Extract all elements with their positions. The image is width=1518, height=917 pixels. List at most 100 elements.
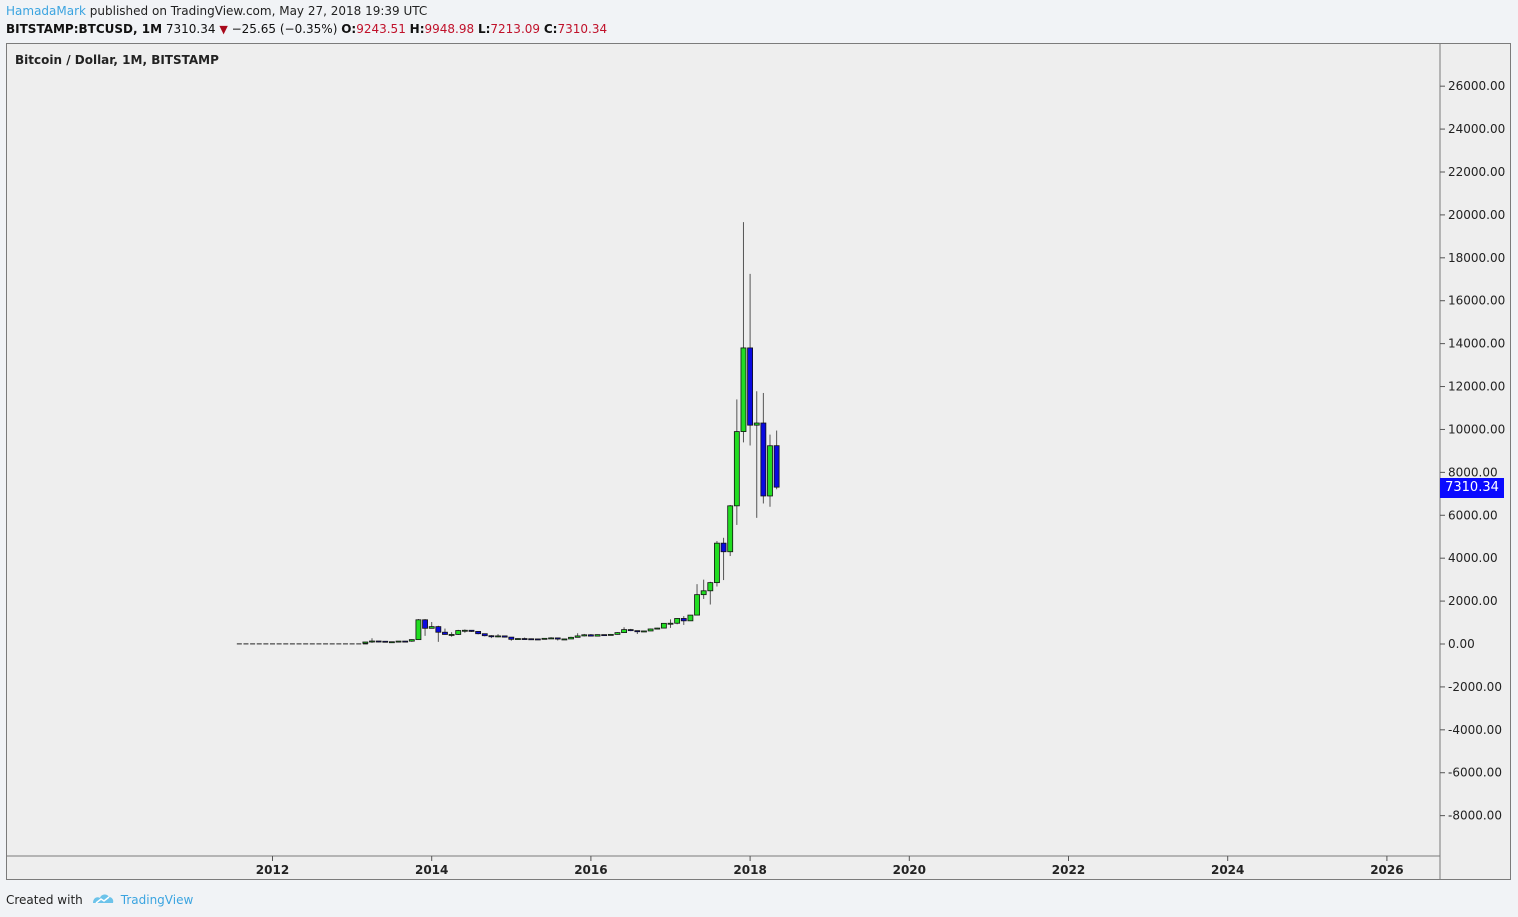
candle-body [369, 640, 375, 643]
tradingview-logo-icon[interactable] [91, 891, 115, 908]
candle-body [680, 618, 687, 622]
chart-frame[interactable]: 26000.00 24000.00 22000.00 20000.00 18000.00… [6, 43, 1511, 880]
candle-body [428, 626, 435, 629]
candle-body [647, 628, 654, 632]
candle-body [541, 637, 548, 640]
candle-series [236, 222, 780, 645]
low-value: 7213.09 [490, 22, 541, 36]
candle-body [528, 638, 535, 641]
candle-body [641, 630, 647, 633]
candle-body [634, 630, 641, 633]
candle-body [362, 641, 369, 644]
candle-body [481, 633, 488, 637]
time-axis[interactable]: 2012 2014 2016 2018 2020 2022 2024 2026 [256, 856, 1404, 877]
high-label: H: [409, 22, 425, 36]
price-axis-label: 16000.00 [1448, 294, 1505, 308]
candle-body [667, 622, 674, 625]
candle-body [461, 629, 468, 632]
candle-body [733, 431, 740, 507]
time-axis-label: 2016 [574, 863, 607, 877]
candle-body [415, 619, 422, 641]
candle-body [727, 505, 734, 553]
candle-body [495, 635, 501, 638]
open-label: O: [341, 22, 357, 36]
price-axis-label: -8000.00 [1448, 809, 1502, 823]
down-arrow-icon: ▼ [219, 23, 228, 36]
author-link[interactable]: HamadaMark [6, 4, 86, 18]
candle-body [501, 635, 508, 638]
price-axis-label: 0.00 [1448, 637, 1475, 651]
price-axis-label: 20000.00 [1448, 208, 1505, 222]
candle-body [435, 626, 442, 633]
candle-body [455, 630, 462, 635]
price-axis-label: -4000.00 [1448, 723, 1502, 737]
candle-body [773, 445, 780, 488]
ohlc-info-line: BITSTAMP:BTCUSD, 1M 7310.34 ▼ −25.65 (−0… [6, 22, 607, 36]
footer: Created with TradingView [6, 891, 193, 908]
candle-body [561, 638, 568, 641]
candle-body [548, 637, 554, 640]
candle-body [720, 542, 727, 553]
candle-body [395, 640, 402, 643]
last-price-tag: 7310.34 [1440, 478, 1504, 498]
candle-body [388, 641, 395, 644]
candle-body [402, 640, 409, 643]
candle-body [534, 638, 541, 641]
price-axis-label: -6000.00 [1448, 766, 1502, 780]
candle-body [740, 347, 747, 432]
time-axis-label: 2026 [1370, 863, 1403, 877]
candle-body [621, 629, 627, 634]
candle-body [588, 634, 594, 637]
candle-body [382, 640, 389, 643]
candle-body [375, 640, 382, 643]
candle-body [767, 445, 773, 497]
candle-body [747, 347, 753, 426]
candle-body [515, 638, 521, 640]
price-axis[interactable]: 26000.00 24000.00 22000.00 20000.00 18000.00… [1440, 79, 1505, 823]
candle-body [687, 614, 694, 622]
price-axis-label: 4000.00 [1448, 551, 1498, 565]
candle-body [714, 542, 720, 584]
price-axis-label: 22000.00 [1448, 165, 1505, 179]
price-axis-label: -2000.00 [1448, 680, 1502, 694]
tradingview-brand-link[interactable]: TradingView [120, 892, 194, 907]
candle-body [700, 590, 707, 596]
price-axis-label: 8000.00 [1448, 465, 1498, 479]
chart-canvas[interactable]: 26000.00 24000.00 22000.00 20000.00 18000.00… [7, 44, 1510, 879]
created-with-label: Created with [6, 892, 83, 907]
close-value: 7310.34 [557, 22, 608, 36]
open-value: 9243.51 [356, 22, 406, 36]
candle-body [753, 422, 760, 426]
candle-body [607, 633, 614, 636]
last-price: 7310.34 [165, 22, 216, 36]
price-axis-label: 10000.00 [1448, 422, 1505, 436]
candle-body [475, 631, 482, 635]
time-axis-label: 2020 [893, 863, 926, 877]
candle-body [760, 422, 767, 497]
close-label: C: [543, 22, 558, 36]
candle-body [574, 635, 581, 638]
candle-body [581, 634, 588, 637]
candle-body [408, 639, 415, 642]
candle-body [488, 635, 495, 638]
time-axis-label: 2018 [733, 863, 766, 877]
price-axis-label: 2000.00 [1448, 594, 1498, 608]
candle-body [521, 638, 528, 640]
candle-body [627, 629, 634, 632]
time-axis-label: 2014 [415, 863, 448, 877]
candle-body [594, 634, 601, 637]
symbol-label: BITSTAMP:BTCUSD, 1M [6, 22, 163, 36]
price-axis-label: 26000.00 [1448, 79, 1505, 93]
publish-line: HamadaMark published on TradingView.com,… [6, 4, 427, 18]
candle-body [654, 627, 661, 630]
price-axis-label: 12000.00 [1448, 380, 1505, 394]
candle-body [554, 637, 561, 640]
time-axis-label: 2012 [256, 863, 289, 877]
candle-body [508, 636, 515, 640]
candle-body [448, 634, 455, 636]
time-axis-label: 2022 [1052, 863, 1085, 877]
candle-body [442, 631, 448, 635]
low-label: L: [477, 22, 491, 36]
price-axis-label: 18000.00 [1448, 251, 1505, 265]
price-axis-label: 24000.00 [1448, 122, 1505, 136]
